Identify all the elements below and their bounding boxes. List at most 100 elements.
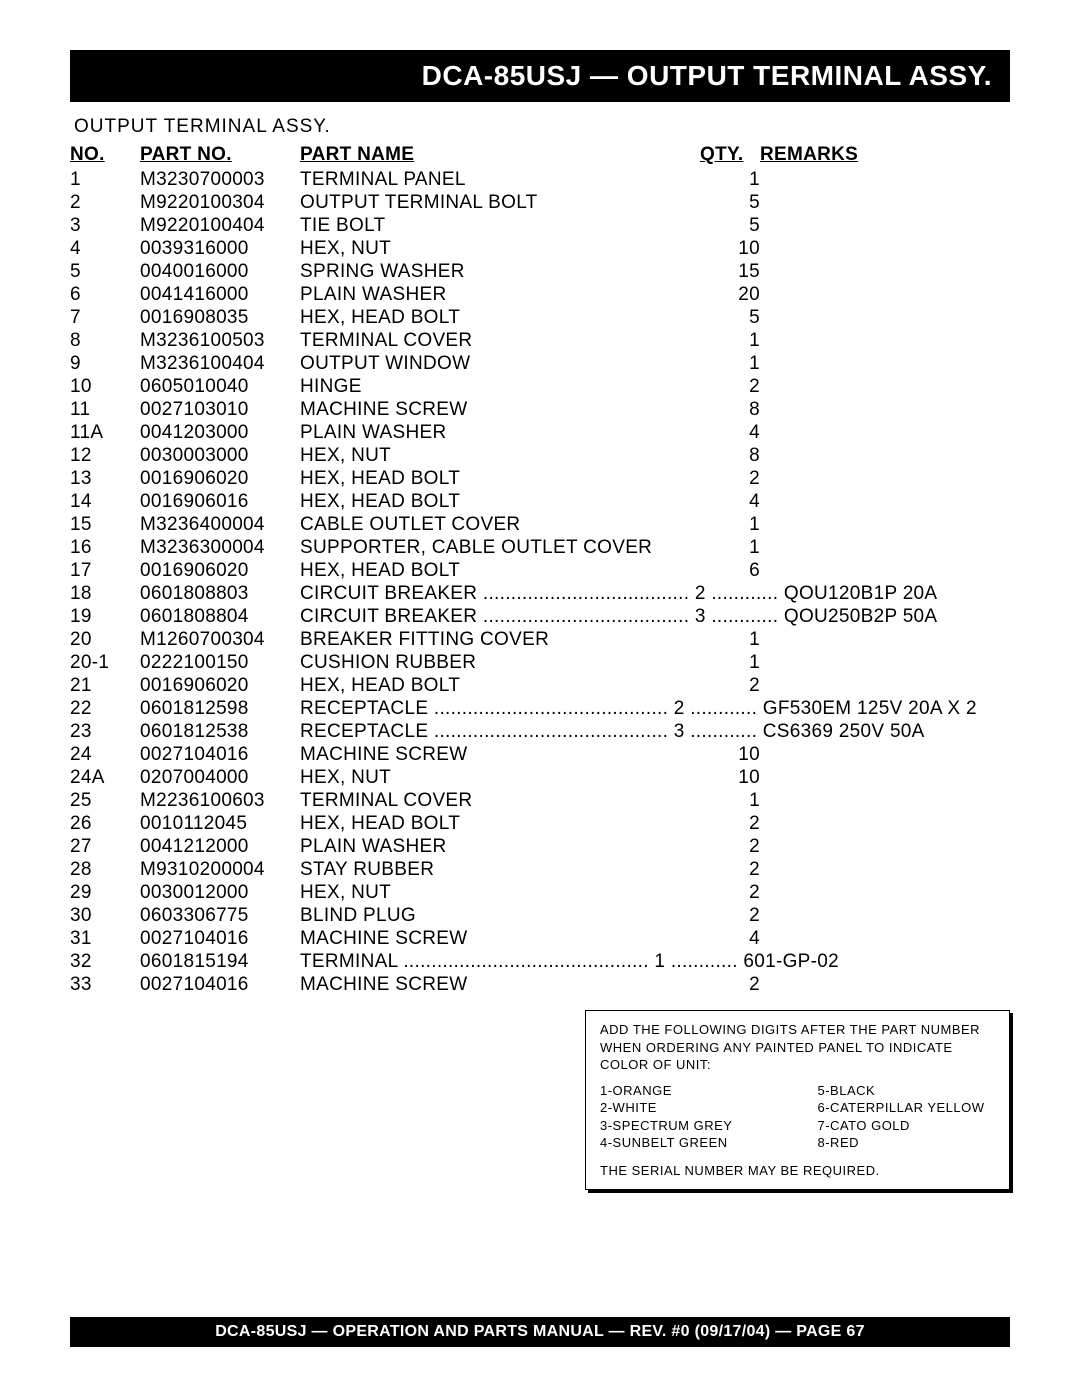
- cell-qty: 1: [700, 789, 760, 812]
- cell-partname: TIE BOLT: [300, 214, 700, 237]
- table-row: 20-10222100150CUSHION RUBBER1: [70, 651, 1010, 674]
- cell-partno: M2236100603: [140, 789, 300, 812]
- cell-remarks: [760, 398, 1010, 421]
- cell-no: 26: [70, 812, 140, 835]
- note-col-left: 1-ORANGE2-WHITE3-SPECTRUM GREY4-SUNBELT …: [600, 1082, 778, 1152]
- cell-remarks: [760, 651, 1010, 674]
- cell-no: 9: [70, 352, 140, 375]
- cell-qty: 20: [700, 283, 760, 306]
- note-color-item: 1-ORANGE: [600, 1082, 778, 1100]
- cell-no: 30: [70, 904, 140, 927]
- cell-partname: BLIND PLUG: [300, 904, 700, 927]
- table-row: 28M9310200004STAY RUBBER2: [70, 858, 1010, 881]
- cell-remarks: [760, 490, 1010, 513]
- cell-remarks: [760, 743, 1010, 766]
- cell-partno: 0601815194: [140, 950, 300, 973]
- color-note-wrap: ADD THE FOLLOWING DIGITS AFTER THE PART …: [585, 1010, 1010, 1190]
- cell-partname: HEX, NUT: [300, 237, 700, 260]
- cell-partno: 0030003000: [140, 444, 300, 467]
- note-col-right: 5-BLACK6-CATERPILLAR YELLOW7-CATO GOLD8-…: [818, 1082, 996, 1152]
- cell-partno: 0027104016: [140, 973, 300, 996]
- col-header-partname: PART NAME: [300, 142, 700, 168]
- table-row: 130016906020HEX, HEAD BOLT2: [70, 467, 1010, 490]
- cell-no: 21: [70, 674, 140, 697]
- cell-qty: 2: [700, 375, 760, 398]
- cell-partname: MACHINE SCREW: [300, 743, 700, 766]
- cell-partname: HEX, NUT: [300, 766, 700, 789]
- col-header-qty: QTY.: [700, 142, 760, 168]
- cell-no: 19: [70, 605, 140, 628]
- cell-remarks: [760, 812, 1010, 835]
- cell-no: 25: [70, 789, 140, 812]
- cell-remarks: [760, 375, 1010, 398]
- cell-remarks: [760, 973, 1010, 996]
- cell-qty: 8: [700, 398, 760, 421]
- cell-no: 8: [70, 329, 140, 352]
- note-foot: THE SERIAL NUMBER MAY BE REQUIRED.: [600, 1162, 995, 1180]
- cell-no: 10: [70, 375, 140, 398]
- cell-no: 16: [70, 536, 140, 559]
- table-row: 50040016000SPRING WASHER15: [70, 260, 1010, 283]
- cell-no: 29: [70, 881, 140, 904]
- cell-partno: 0605010040: [140, 375, 300, 398]
- cell-partname: SPRING WASHER: [300, 260, 700, 283]
- cell-no: 17: [70, 559, 140, 582]
- note-color-item: 6-CATERPILLAR YELLOW: [818, 1099, 996, 1117]
- table-row: 300603306775BLIND PLUG2: [70, 904, 1010, 927]
- table-row: 290030012000HEX, NUT2: [70, 881, 1010, 904]
- cell-partno: M9310200004: [140, 858, 300, 881]
- cell-no: 2: [70, 191, 140, 214]
- cell-no: 11: [70, 398, 140, 421]
- cell-qty: 4: [700, 490, 760, 513]
- cell-partname: HEX, HEAD BOLT: [300, 467, 700, 490]
- table-row: 180601808803CIRCUIT BREAKER ............…: [70, 582, 1010, 605]
- table-row: 110027103010MACHINE SCREW8: [70, 398, 1010, 421]
- cell-qty: 1: [700, 628, 760, 651]
- cell-remarks: [760, 329, 1010, 352]
- cell-remarks: [760, 260, 1010, 283]
- cell-partno: M3236100404: [140, 352, 300, 375]
- cell-partname: HINGE: [300, 375, 700, 398]
- cell-partno: 0039316000: [140, 237, 300, 260]
- table-row: 11A0041203000PLAIN WASHER4: [70, 421, 1010, 444]
- cell-no: 31: [70, 927, 140, 950]
- col-header-remarks: REMARKS: [760, 142, 1010, 168]
- cell-remarks: [760, 306, 1010, 329]
- cell-partno: 0040016000: [140, 260, 300, 283]
- cell-partname: HEX, HEAD BOLT: [300, 306, 700, 329]
- cell-no: 27: [70, 835, 140, 858]
- col-header-partno: PART NO.: [140, 142, 300, 168]
- cell-partname: RECEPTACLE .............................…: [300, 720, 1010, 743]
- table-row: 210016906020HEX, HEAD BOLT2: [70, 674, 1010, 697]
- cell-partname: TERMINAL ...............................…: [300, 950, 1010, 973]
- table-row: 310027104016MACHINE SCREW4: [70, 927, 1010, 950]
- cell-remarks: [760, 858, 1010, 881]
- table-row: 70016908035HEX, HEAD BOLT5: [70, 306, 1010, 329]
- cell-partname: MACHINE SCREW: [300, 973, 700, 996]
- cell-no: 32: [70, 950, 140, 973]
- cell-no: 15: [70, 513, 140, 536]
- cell-no: 7: [70, 306, 140, 329]
- table-row: 220601812598RECEPTACLE .................…: [70, 697, 1010, 720]
- cell-remarks: [760, 536, 1010, 559]
- cell-partname: HEX, NUT: [300, 881, 700, 904]
- cell-remarks: [760, 214, 1010, 237]
- cell-qty: 2: [700, 973, 760, 996]
- cell-qty: 2: [700, 835, 760, 858]
- cell-partno: 0030012000: [140, 881, 300, 904]
- cell-qty: 2: [700, 812, 760, 835]
- table-header-row: NO. PART NO. PART NAME QTY. REMARKS: [70, 142, 1010, 168]
- cell-partname: HEX, HEAD BOLT: [300, 812, 700, 835]
- cell-partname: STAY RUBBER: [300, 858, 700, 881]
- table-row: 170016906020HEX, HEAD BOLT6: [70, 559, 1010, 582]
- cell-partname: TERMINAL COVER: [300, 789, 700, 812]
- note-color-item: 3-SPECTRUM GREY: [600, 1117, 778, 1135]
- cell-no: 4: [70, 237, 140, 260]
- table-row: 270041212000PLAIN WASHER2: [70, 835, 1010, 858]
- cell-qty: 2: [700, 674, 760, 697]
- cell-no: 3: [70, 214, 140, 237]
- cell-no: 33: [70, 973, 140, 996]
- cell-partno: 0027103010: [140, 398, 300, 421]
- cell-no: 20-1: [70, 651, 140, 674]
- cell-partno: M3230700003: [140, 168, 300, 191]
